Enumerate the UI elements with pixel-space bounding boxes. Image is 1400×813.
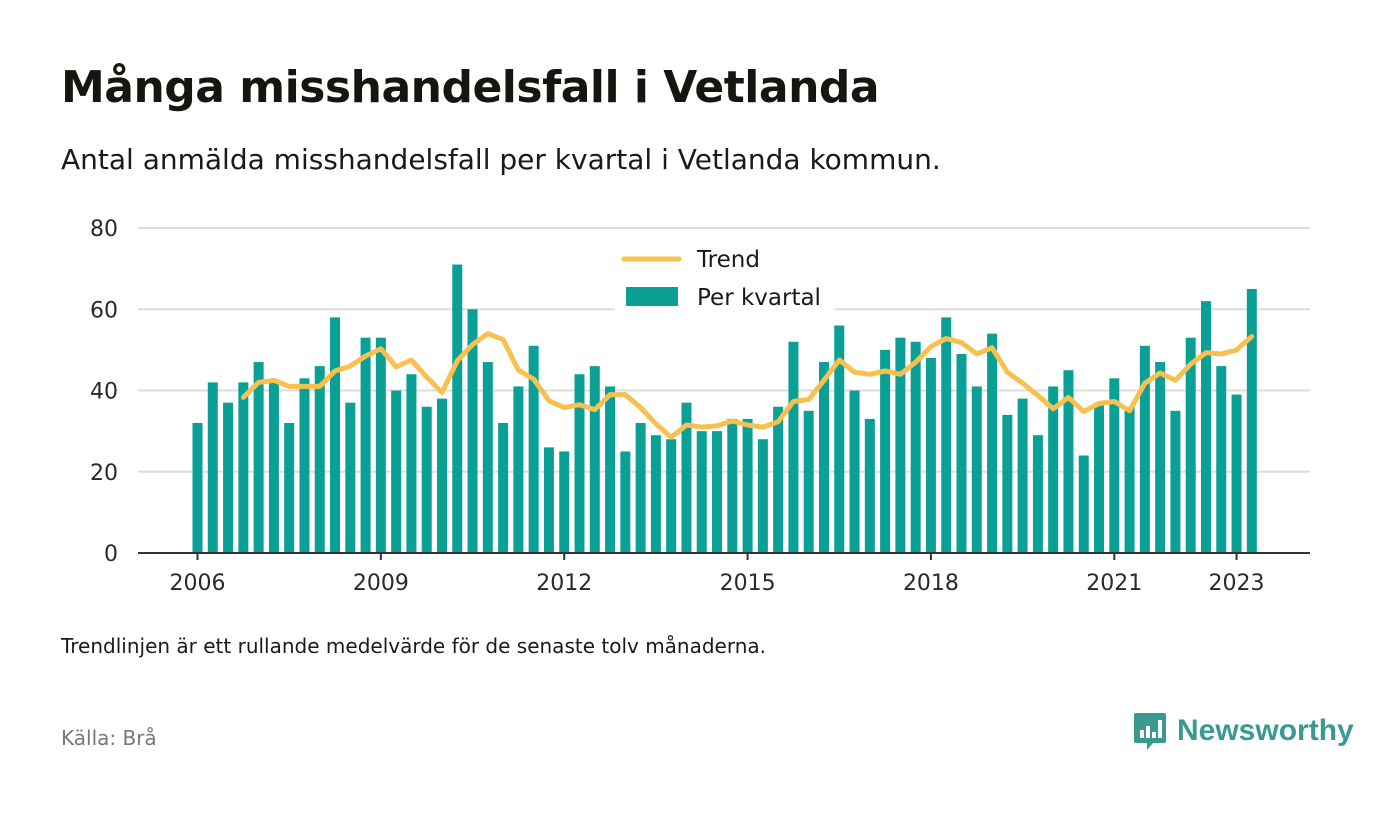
legend: Trend Per kvartal <box>615 240 835 316</box>
bar <box>1200 301 1211 553</box>
bar <box>574 374 585 553</box>
y-tick-label: 0 <box>104 542 118 567</box>
bar <box>818 362 829 553</box>
y-tick-label: 80 <box>90 217 118 242</box>
bar <box>925 358 936 553</box>
x-tick-label: 2015 <box>720 571 776 596</box>
bar <box>864 418 875 553</box>
bar <box>895 337 906 553</box>
bar <box>1170 410 1181 553</box>
bar <box>192 423 203 553</box>
bar <box>1002 414 1013 553</box>
bar <box>1063 370 1074 553</box>
bar <box>513 386 524 553</box>
bar <box>742 418 753 553</box>
bar <box>589 366 600 553</box>
y-tick-label: 20 <box>90 461 118 486</box>
bar <box>635 423 646 553</box>
x-tick-label: 2018 <box>903 571 959 596</box>
bar <box>605 386 616 553</box>
bar <box>620 451 631 553</box>
bar <box>345 402 356 553</box>
bar <box>849 390 860 553</box>
trend-footnote: Trendlinjen är ett rullande medelvärde f… <box>61 634 767 658</box>
bar <box>834 325 845 553</box>
bar <box>650 435 661 553</box>
bar <box>436 398 447 553</box>
newsworthy-logo-icon <box>1134 713 1166 750</box>
bar <box>1246 288 1257 553</box>
bar <box>971 386 982 553</box>
bar <box>284 423 295 553</box>
bar <box>253 362 264 553</box>
bar <box>803 410 814 553</box>
x-tick-label: 2012 <box>536 571 592 596</box>
x-tick-label: 2023 <box>1209 571 1265 596</box>
legend-bar-label: Per kvartal <box>697 285 821 311</box>
bar <box>712 431 723 553</box>
bar <box>375 337 386 553</box>
bar <box>314 366 325 553</box>
bar <box>360 337 371 553</box>
bar <box>681 402 692 553</box>
chart-subtitle: Antal anmälda misshandelsfall per kvarta… <box>61 143 941 176</box>
bar <box>1185 337 1196 553</box>
newsworthy-logo-text: Newsworthy <box>1177 714 1354 747</box>
bar <box>421 406 432 553</box>
bar <box>1078 455 1089 553</box>
bar <box>406 374 417 553</box>
bar <box>268 382 279 553</box>
bar <box>391 390 402 553</box>
trend-line <box>240 331 1255 440</box>
bar-series <box>192 264 1257 553</box>
chart-title: Många misshandelsfall i Vetlanda <box>61 62 880 113</box>
newsworthy-logo[interactable]: Newsworthy <box>1133 711 1354 751</box>
legend-bar-swatch <box>626 287 678 306</box>
bar <box>1139 345 1150 553</box>
bar <box>1124 406 1135 553</box>
x-tick-label: 2021 <box>1086 571 1142 596</box>
bar <box>1155 362 1166 553</box>
bar <box>528 345 539 553</box>
bar <box>1032 435 1043 553</box>
bar <box>757 439 768 553</box>
bar <box>666 439 677 553</box>
bar <box>330 317 341 553</box>
trend-series <box>240 331 1255 440</box>
bar <box>1109 378 1120 553</box>
bar <box>543 447 554 553</box>
bar <box>238 382 249 553</box>
bar <box>880 349 891 553</box>
bar-chart: 0 20 40 60 80 2006 2009 2012 2015 2018 2021 2023 Tr… <box>90 217 1310 596</box>
bar <box>941 317 952 553</box>
bar <box>299 378 310 553</box>
bar <box>696 431 707 553</box>
y-tick-label: 40 <box>90 380 118 405</box>
bar <box>498 423 509 553</box>
legend-trend-label: Trend <box>696 247 760 273</box>
bar <box>956 353 967 553</box>
bar <box>207 382 218 553</box>
bar <box>987 333 998 553</box>
source-label: Källa: Brå <box>61 726 157 750</box>
x-tick-label: 2006 <box>170 571 226 596</box>
y-tick-label: 60 <box>90 298 118 323</box>
bar <box>910 341 921 553</box>
bar <box>452 264 463 553</box>
bar <box>1216 366 1227 553</box>
bar <box>482 362 493 553</box>
bar <box>1017 398 1028 553</box>
bar <box>223 402 234 553</box>
bar <box>1231 394 1242 553</box>
x-tick-label: 2009 <box>353 571 409 596</box>
bar <box>773 406 784 553</box>
bar <box>467 309 478 553</box>
bar <box>1048 386 1059 553</box>
bar <box>559 451 570 553</box>
bar <box>788 341 799 553</box>
bar <box>1094 402 1105 553</box>
axes: 0 20 40 60 80 2006 2009 2012 2015 2018 2021 2023 <box>90 217 1310 596</box>
bar <box>727 418 738 553</box>
